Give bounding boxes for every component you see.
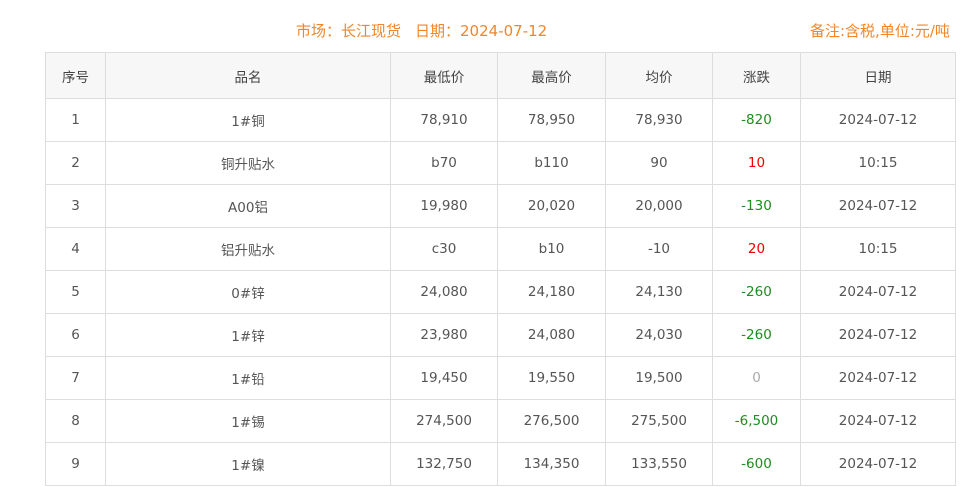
cell-date: 10:15 [800, 141, 956, 185]
cell-low: 78,910 [390, 98, 498, 142]
cell-name: 1#镍 [105, 442, 391, 486]
cell-avg: 19,500 [605, 356, 713, 400]
cell-low: 274,500 [390, 399, 498, 443]
cell-name: 1#锌 [105, 313, 391, 357]
cell-high: b110 [497, 141, 606, 185]
unit-note: 备注:含税,单位:元/吨 [810, 22, 950, 40]
col-name: 品名 [105, 52, 391, 99]
table-row: 1 1#铜 78,910 78,950 78,930 -820 2024-07-12 [45, 98, 956, 142]
cell-avg: 24,130 [605, 270, 713, 314]
cell-low: c30 [390, 227, 498, 271]
cell-date: 2024-07-12 [800, 270, 956, 314]
cell-change: 20 [712, 227, 801, 271]
cell-date: 2024-07-12 [800, 184, 956, 228]
cell-date: 10:15 [800, 227, 956, 271]
date-label: 日期：2024-07-12 [415, 22, 548, 40]
cell-name: 1#锡 [105, 399, 391, 443]
table-row: 7 1#铅 19,450 19,550 19,500 0 2024-07-12 [45, 356, 956, 400]
cell-no: 8 [45, 399, 106, 443]
cell-name: 1#铅 [105, 356, 391, 400]
cell-date: 2024-07-12 [800, 442, 956, 486]
cell-high: 24,080 [497, 313, 606, 357]
cell-avg: -10 [605, 227, 713, 271]
cell-low: b70 [390, 141, 498, 185]
cell-no: 5 [45, 270, 106, 314]
cell-change: -6,500 [712, 399, 801, 443]
cell-low: 19,450 [390, 356, 498, 400]
table-row: 9 1#镍 132,750 134,350 133,550 -600 2024-07-12 [45, 442, 956, 486]
cell-high: 24,180 [497, 270, 606, 314]
cell-change: 10 [712, 141, 801, 185]
cell-no: 1 [45, 98, 106, 142]
cell-change: -260 [712, 270, 801, 314]
cell-high: b10 [497, 227, 606, 271]
cell-no: 4 [45, 227, 106, 271]
cell-date: 2024-07-12 [800, 313, 956, 357]
cell-change: -820 [712, 98, 801, 142]
cell-high: 19,550 [497, 356, 606, 400]
cell-no: 7 [45, 356, 106, 400]
col-date: 日期 [800, 52, 956, 99]
col-no: 序号 [45, 52, 106, 99]
cell-low: 24,080 [390, 270, 498, 314]
market-label: 市场：长江现货 [296, 22, 402, 40]
table-header: 序号 品名 最低价 最高价 均价 涨跌 日期 [45, 52, 956, 99]
table-row: 4 铝升贴水 c30 b10 -10 20 10:15 [45, 227, 956, 271]
cell-high: 276,500 [497, 399, 606, 443]
cell-low: 132,750 [390, 442, 498, 486]
cell-avg: 90 [605, 141, 713, 185]
cell-high: 20,020 [497, 184, 606, 228]
cell-avg: 275,500 [605, 399, 713, 443]
cell-name: 1#铜 [105, 98, 391, 142]
table-row: 8 1#锡 274,500 276,500 275,500 -6,500 2024-07-1… [45, 399, 956, 443]
cell-high: 134,350 [497, 442, 606, 486]
price-table: 序号 品名 最低价 最高价 均价 涨跌 日期 1 1#铜 78,910 78,950 7… [45, 52, 956, 486]
table-row: 2 铜升贴水 b70 b110 90 10 10:15 [45, 141, 956, 185]
cell-name: 铝升贴水 [105, 227, 391, 271]
cell-change: -130 [712, 184, 801, 228]
cell-name: 0#锌 [105, 270, 391, 314]
cell-date: 2024-07-12 [800, 356, 956, 400]
cell-avg: 20,000 [605, 184, 713, 228]
cell-avg: 133,550 [605, 442, 713, 486]
col-avg: 均价 [605, 52, 713, 99]
cell-name: 铜升贴水 [105, 141, 391, 185]
col-low: 最低价 [390, 52, 498, 99]
market-date-title: 市场：长江现货 日期：2024-07-12 [296, 20, 561, 41]
cell-date: 2024-07-12 [800, 399, 956, 443]
table-row: 5 0#锌 24,080 24,180 24,130 -260 2024-07-12 [45, 270, 956, 314]
cell-change: -600 [712, 442, 801, 486]
col-high: 最高价 [497, 52, 606, 99]
cell-no: 9 [45, 442, 106, 486]
cell-low: 23,980 [390, 313, 498, 357]
cell-high: 78,950 [497, 98, 606, 142]
cell-no: 2 [45, 141, 106, 185]
col-change: 涨跌 [712, 52, 801, 99]
cell-change: -260 [712, 313, 801, 357]
cell-no: 3 [45, 184, 106, 228]
table-row: 3 A00铝 19,980 20,020 20,000 -130 2024-07-12 [45, 184, 956, 228]
cell-avg: 78,930 [605, 98, 713, 142]
cell-no: 6 [45, 313, 106, 357]
cell-name: A00铝 [105, 184, 391, 228]
cell-low: 19,980 [390, 184, 498, 228]
cell-date: 2024-07-12 [800, 98, 956, 142]
table-row: 6 1#锌 23,980 24,080 24,030 -260 2024-07-12 [45, 313, 956, 357]
cell-avg: 24,030 [605, 313, 713, 357]
cell-change: 0 [712, 356, 801, 400]
